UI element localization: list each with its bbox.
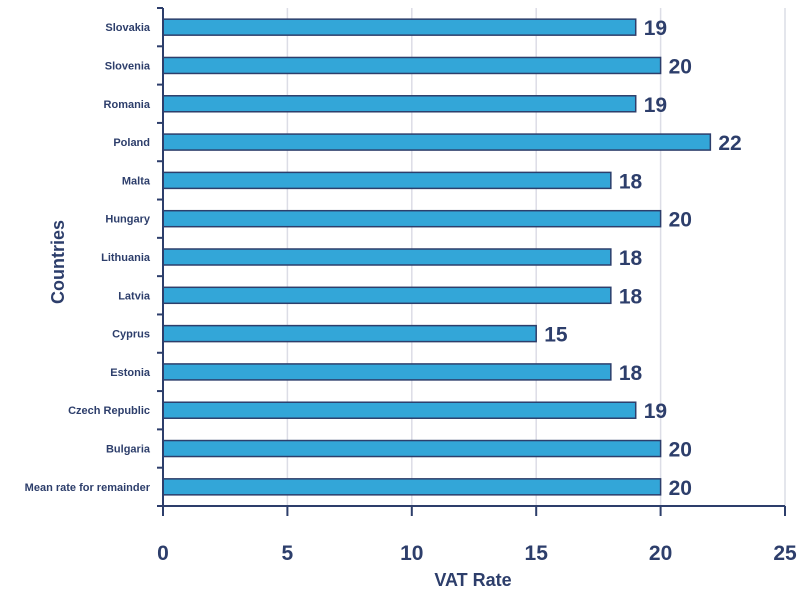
- y-tick-label: Czech Republic: [68, 405, 150, 417]
- x-axis-title: VAT Rate: [434, 570, 511, 590]
- data-label: 18: [619, 285, 643, 308]
- x-tick-label: 5: [282, 542, 294, 565]
- y-tick-label: Latvia: [118, 290, 151, 302]
- data-label: 22: [718, 132, 741, 155]
- data-label: 19: [644, 94, 667, 117]
- bar-cyprus: [162, 324, 537, 343]
- bar-mean-rate-for-remainder: [162, 478, 662, 496]
- bar-slovenia: [162, 56, 662, 75]
- bar-czech-republic: [162, 401, 637, 419]
- x-tick-label: 20: [649, 542, 672, 565]
- data-label: 19: [644, 400, 667, 423]
- data-label: 20: [669, 55, 692, 78]
- bar-malta: [162, 171, 612, 190]
- x-tick-label: 0: [157, 542, 169, 565]
- x-tick-label: 25: [773, 542, 797, 565]
- data-label: 18: [619, 170, 643, 193]
- data-label: 18: [619, 247, 643, 270]
- y-tick-label: Slovakia: [105, 22, 151, 34]
- y-tick-label: Hungary: [105, 214, 151, 226]
- y-tick-label: Cyprus: [112, 329, 150, 341]
- bar-poland: [162, 133, 712, 151]
- data-label: 20: [669, 477, 692, 500]
- bar-hungary: [162, 209, 662, 228]
- y-tick-label: Romania: [104, 99, 151, 111]
- labels: 0 5 10 15 20 25 Slovakia 19 Slovenia 20 Romania 19 P…: [25, 17, 797, 565]
- bar-romania: [162, 95, 637, 113]
- axes: [157, 7, 786, 516]
- data-label: 19: [644, 17, 667, 40]
- y-tick-label: Mean rate for remainder: [25, 482, 151, 494]
- bar-bulgaria: [162, 439, 662, 458]
- data-label: 18: [619, 362, 643, 385]
- data-label: 20: [669, 439, 692, 462]
- bar-lithuania: [162, 248, 612, 266]
- bar-estonia: [162, 363, 612, 381]
- x-tick-label: 15: [525, 542, 549, 565]
- y-tick-label: Poland: [113, 137, 150, 149]
- bar-latvia: [162, 286, 612, 305]
- x-tick-label: 10: [400, 542, 423, 565]
- y-tick-label: Slovenia: [105, 60, 151, 72]
- y-tick-label: Lithuania: [101, 252, 151, 264]
- y-tick-label: Estonia: [110, 367, 151, 379]
- data-label: 15: [544, 324, 568, 347]
- y-axis-title: Countries: [48, 220, 68, 304]
- y-tick-label: Bulgaria: [106, 444, 151, 456]
- bars: [162, 18, 712, 496]
- bar-slovakia: [162, 18, 637, 36]
- data-label: 20: [669, 209, 692, 232]
- y-tick-label: Malta: [122, 175, 151, 187]
